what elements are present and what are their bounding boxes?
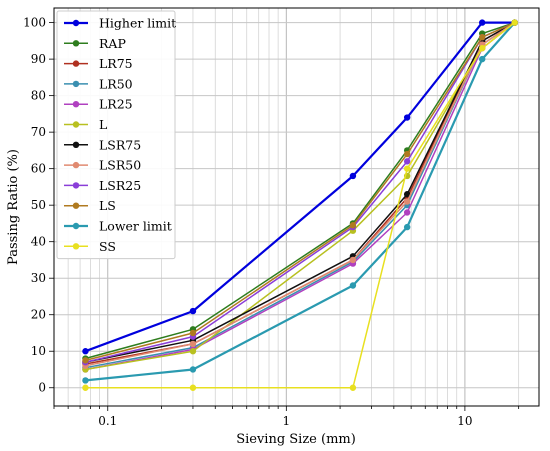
data-point	[403, 191, 411, 198]
legend-item: LR25	[64, 97, 133, 112]
data-point	[403, 198, 411, 205]
data-point	[349, 222, 357, 229]
data-point	[479, 34, 486, 41]
legend-item: RAP	[64, 36, 126, 51]
data-point	[189, 348, 197, 355]
legend-item: LS	[64, 198, 116, 213]
legend-item: LR75	[64, 56, 133, 71]
legend-label: LS	[99, 198, 116, 213]
data-point	[349, 384, 357, 391]
data-point	[189, 384, 197, 391]
y-tick-label: 60	[31, 162, 46, 176]
legend-label: Lower limit	[99, 219, 172, 234]
data-point	[479, 19, 486, 26]
legend-swatch-marker	[72, 40, 80, 47]
series-line	[85, 21, 515, 353]
data-point	[189, 307, 197, 315]
x-axis-label: Sieving Size (mm)	[236, 432, 356, 447]
data-point	[349, 172, 357, 180]
y-tick-label: 40	[31, 235, 46, 249]
legend-item: LR50	[64, 76, 133, 91]
data-point	[82, 384, 89, 391]
data-point	[403, 223, 411, 231]
legend-item: L	[64, 117, 107, 132]
y-tick-label: 20	[31, 308, 46, 322]
x-tick-label: 10	[457, 414, 472, 428]
series-line	[85, 21, 515, 360]
legend-label: LSR50	[99, 158, 141, 173]
data-point	[349, 256, 357, 264]
series-line	[85, 21, 516, 382]
legend-item: Higher limit	[64, 16, 176, 31]
legend-swatch-marker	[72, 19, 80, 27]
y-tick-label: 80	[31, 89, 46, 103]
legend-label: LR25	[99, 97, 133, 112]
legend-swatch-marker	[72, 80, 80, 88]
data-point	[403, 114, 411, 121]
y-tick-label: 30	[31, 271, 46, 285]
legend-swatch-marker	[72, 222, 80, 230]
data-point	[189, 366, 197, 373]
series-lines	[82, 19, 518, 391]
series-line	[85, 22, 516, 389]
legend-label: LSR75	[99, 137, 141, 152]
data-point	[189, 329, 197, 337]
series-line	[85, 21, 516, 363]
legend-swatch-marker	[72, 121, 80, 128]
legend-swatch-marker	[72, 101, 80, 108]
y-tick-label: 70	[31, 125, 46, 139]
series-line	[85, 21, 516, 362]
data-point	[403, 158, 411, 165]
legend-label: LSR25	[99, 178, 141, 193]
legend-swatch-marker	[72, 243, 80, 250]
y-tick-label: 50	[31, 198, 46, 212]
legend-label: RAP	[99, 36, 126, 51]
data-point	[479, 55, 486, 63]
legend-swatch-marker	[72, 182, 80, 189]
legend-label: L	[99, 117, 107, 132]
axis-ticks: 0 10 20 30 40 50 60 70 80 90 100 0.1 1 10	[23, 16, 520, 428]
legend: Higher limit RAP LR75 LR50 LR25 L LSR75 LSR50 LS…	[56, 10, 176, 260]
legend-swatch-marker	[72, 141, 80, 148]
plot-frame	[53, 7, 540, 407]
data-point	[189, 340, 197, 348]
y-tick-label: 90	[31, 52, 46, 66]
legend-swatch-marker	[72, 60, 80, 67]
legend-item: LSR50	[64, 158, 141, 173]
data-point	[479, 44, 486, 52]
legend-swatch-marker	[72, 202, 80, 209]
legend-label: Higher limit	[99, 16, 176, 31]
series-group	[82, 19, 518, 391]
series-line	[85, 21, 516, 367]
legend-label: LR50	[99, 76, 133, 91]
legend-item: Lower limit	[64, 219, 172, 234]
data-point	[82, 377, 89, 384]
legend-swatch-marker	[72, 161, 80, 169]
data-point	[511, 19, 518, 26]
data-point	[403, 165, 411, 172]
data-point	[403, 209, 411, 216]
legend-item: LSR25	[64, 178, 141, 193]
legend-label: SS	[99, 239, 116, 254]
y-tick-label: 0	[38, 381, 46, 395]
y-tick-label: 10	[31, 344, 46, 358]
data-point	[82, 348, 89, 355]
legend-label: LR75	[99, 56, 133, 71]
data-point	[349, 282, 357, 289]
x-tick-label: 1	[283, 414, 291, 428]
data-point	[403, 150, 411, 158]
y-tick-label: 100	[23, 16, 46, 30]
x-tick-label: 0.1	[98, 414, 117, 428]
legend-box	[56, 10, 176, 260]
y-axis-label: Passing Ratio (%)	[6, 149, 21, 265]
legend-item: LSR75	[64, 137, 141, 152]
legend-item: SS	[64, 239, 116, 254]
data-point	[82, 357, 89, 364]
